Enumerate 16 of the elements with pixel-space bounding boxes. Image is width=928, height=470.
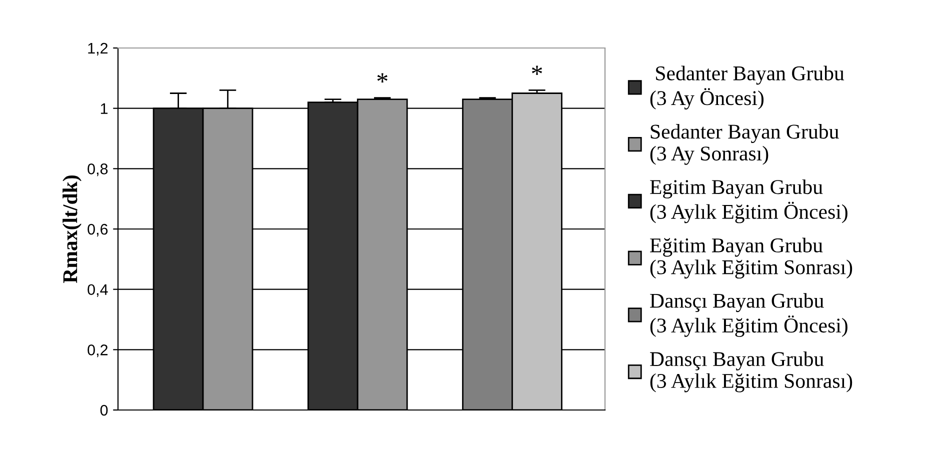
legend-label: Dansçı Bayan Grubu (3 Aylık Eğitim Sonrası) xyxy=(650,351,852,392)
y-tick-label: 0,4 xyxy=(88,284,108,297)
legend-label: Eğitim Bayan Grubu (3 Aylık Eğitim Sonrası) xyxy=(650,238,852,279)
legend-label: Dansçı Bayan Grubu (3 Aylık Eğitim Öncesi) xyxy=(650,293,848,337)
legend-label: Sedanter Bayan Grubu (3 Ay Öncesi) xyxy=(650,66,844,110)
data-label: * xyxy=(532,66,542,75)
y-axis-title: Rmax(lt/dk) xyxy=(62,176,82,284)
y-tick-label: 1,2 xyxy=(88,42,108,56)
y-tick-label: 0,8 xyxy=(88,164,108,176)
y-tick-label: 0 xyxy=(100,404,108,416)
legend-label: Egitim Bayan Grubu (3 Aylık Eğitim Öncesi) xyxy=(650,179,848,224)
y-tick-label: 1 xyxy=(100,103,108,114)
legend-label: Sedanter Bayan Grubu (3 Ay Sonrası) xyxy=(650,124,839,165)
y-tick-label: 0,6 xyxy=(88,224,108,236)
y-tick-label: 0,2 xyxy=(88,344,108,358)
data-label: * xyxy=(377,73,388,82)
